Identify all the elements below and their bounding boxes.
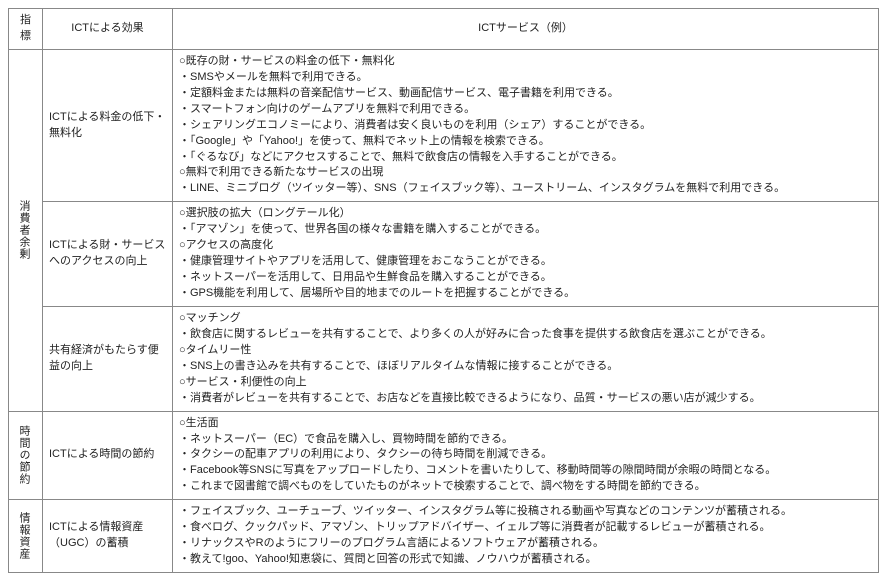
service-cell: ○生活面 ・ネットスーパー（EC）で食品を購入し、買物時間を節約できる。 ・タク…: [173, 411, 879, 500]
service-cell: ○マッチング ・飲食店に関するレビューを共有することで、より多くの人が好みに合っ…: [173, 306, 879, 411]
table-row: 消費者余剰 ICTによる料金の低下・無料化 ○既存の財・サービスの料金の低下・無…: [9, 49, 879, 201]
indicator-cell: 情報資産: [9, 500, 43, 573]
table-header-row: 指標 ICTによる効果 ICTサービス（例）: [9, 9, 879, 50]
indicator-cell: 時間の節約: [9, 411, 43, 500]
indicator-label: 消費者余剰: [15, 200, 31, 260]
effect-cell: ICTによる情報資産（UGC）の蓄積: [43, 500, 173, 573]
indicator-label: 時間の節約: [15, 425, 31, 485]
table-row: ICTによる財・サービスへのアクセスの向上 ○選択肢の拡大（ロングテール化） ・…: [9, 202, 879, 307]
table-row: 時間の節約 ICTによる時間の節約 ○生活面 ・ネットスーパー（EC）で食品を購…: [9, 411, 879, 500]
effect-cell: ICTによる料金の低下・無料化: [43, 49, 173, 201]
effect-cell: ICTによる財・サービスへのアクセスの向上: [43, 202, 173, 307]
service-cell: ・フェイスブック、ユーチューブ、ツイッター、インスタグラム等に投稿される動画や写…: [173, 500, 879, 573]
ict-effects-table: 指標 ICTによる効果 ICTサービス（例） 消費者余剰 ICTによる料金の低下…: [8, 8, 879, 573]
service-cell: ○既存の財・サービスの料金の低下・無料化 ・SMSやメールを無料で利用できる。 …: [173, 49, 879, 201]
effect-cell: 共有経済がもたらす便益の向上: [43, 306, 173, 411]
header-effect: ICTによる効果: [43, 9, 173, 50]
header-service: ICTサービス（例）: [173, 9, 879, 50]
indicator-cell: 消費者余剰: [9, 49, 43, 411]
header-indicator: 指標: [9, 9, 43, 50]
effect-cell: ICTによる時間の節約: [43, 411, 173, 500]
table-row: 共有経済がもたらす便益の向上 ○マッチング ・飲食店に関するレビューを共有するこ…: [9, 306, 879, 411]
service-cell: ○選択肢の拡大（ロングテール化） ・「アマゾン」を使って、世界各国の様々な書籍を…: [173, 202, 879, 307]
table-row: 情報資産 ICTによる情報資産（UGC）の蓄積 ・フェイスブック、ユーチューブ、…: [9, 500, 879, 573]
indicator-label: 情報資産: [15, 512, 31, 560]
